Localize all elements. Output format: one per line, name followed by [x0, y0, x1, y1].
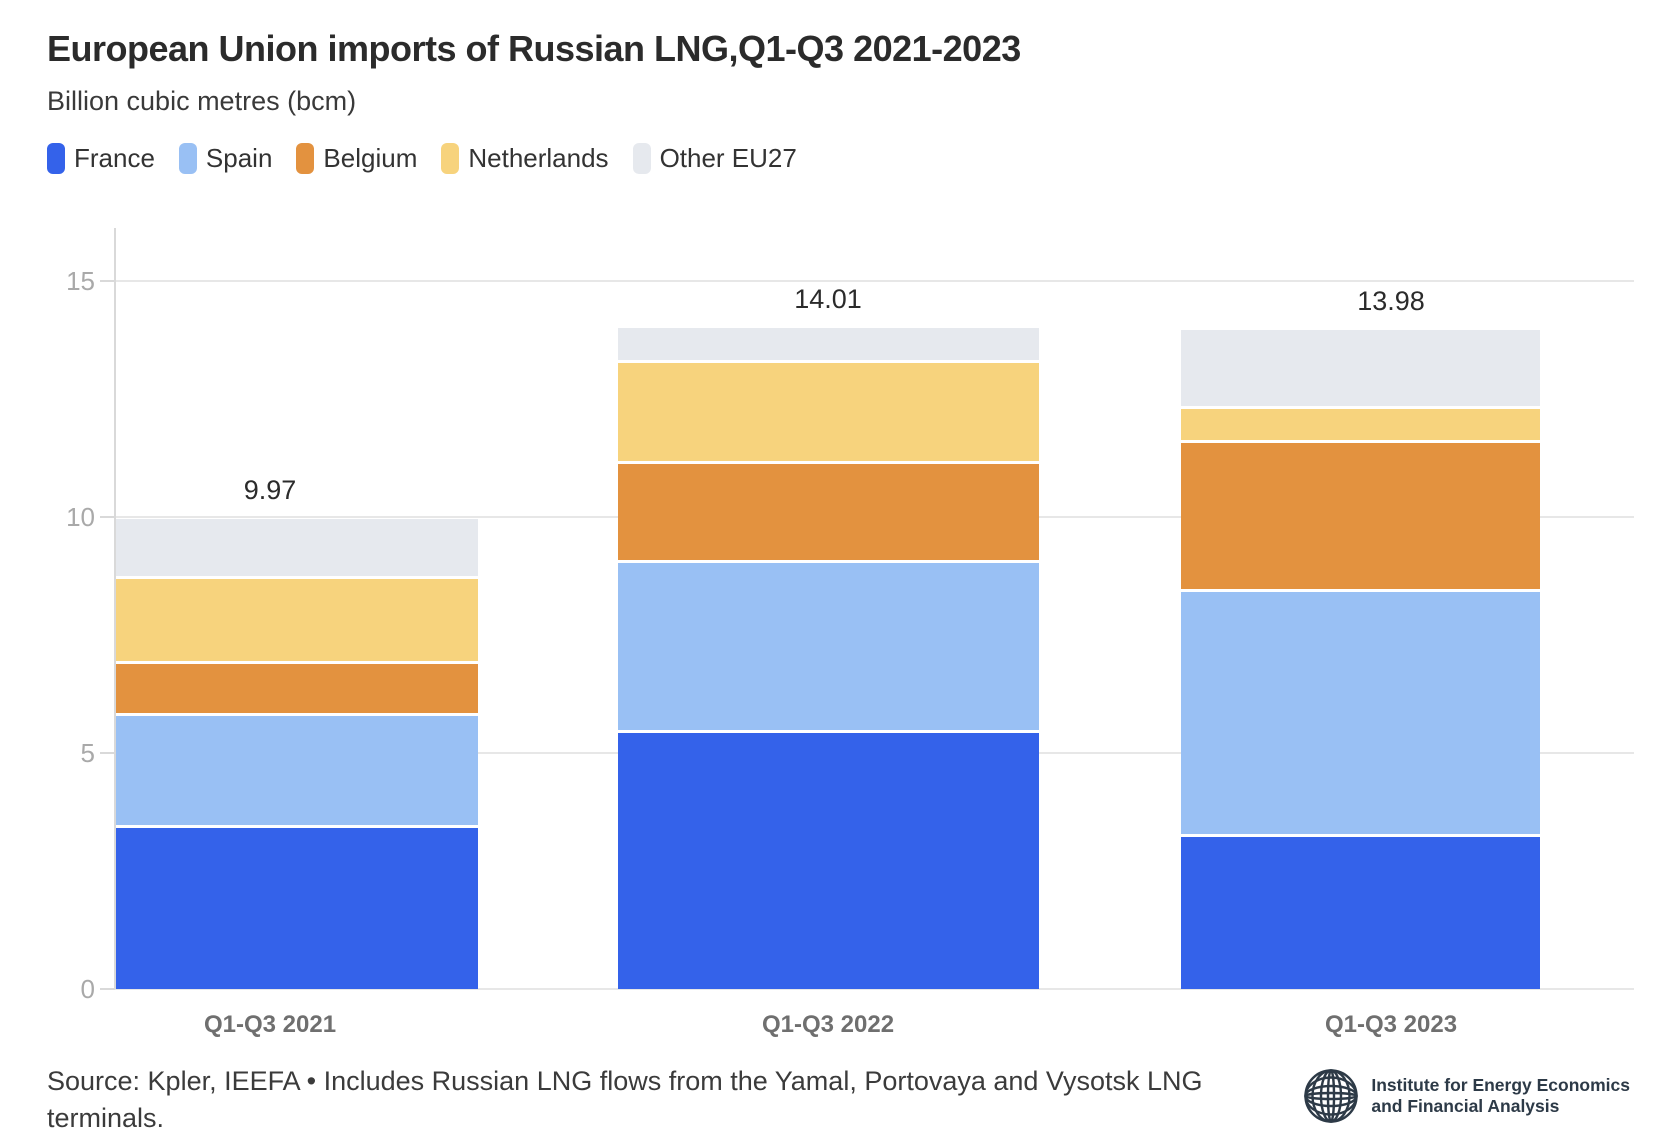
gridline-15 — [115, 280, 1634, 283]
legend-label: Netherlands — [468, 143, 609, 173]
legend: France Spain Belgium Netherlands Other EU27 — [47, 143, 797, 174]
bar-segment-spain[interactable] — [1181, 591, 1540, 838]
bar-segment-france[interactable] — [1181, 837, 1540, 989]
legend-item-belgium: Belgium — [296, 143, 417, 174]
bar-q1-q3-2021 — [116, 518, 478, 989]
bar-segment-netherlands[interactable] — [618, 362, 1039, 464]
bar-segment-france[interactable] — [618, 733, 1039, 989]
y-axis-tick-10 — [100, 516, 115, 519]
bar-segment-belgium[interactable] — [116, 663, 478, 716]
y-axis-tick-15 — [100, 280, 115, 283]
legend-item-spain: Spain — [178, 143, 273, 174]
legend-label: Other EU27 — [659, 143, 797, 173]
bar-segment-spain[interactable] — [618, 563, 1039, 734]
bar-segment-spain[interactable] — [116, 715, 478, 829]
bar-segment-other-eu27[interactable] — [1181, 329, 1540, 409]
bar-segment-other-eu27[interactable] — [116, 518, 478, 580]
bar-segment-netherlands[interactable] — [1181, 408, 1540, 443]
logo-text-line-2: and Financial Analysis — [1371, 1096, 1560, 1116]
legend-swatch — [178, 143, 197, 174]
y-axis-tick-5 — [100, 752, 115, 755]
legend-label: France — [74, 143, 155, 173]
legend-swatch — [441, 143, 460, 174]
source-line-2: terminals. — [47, 1102, 165, 1132]
y-axis-line — [114, 228, 116, 989]
chart-subtitle: Billion cubic metres (bcm) — [47, 86, 357, 116]
bar-segment-netherlands[interactable] — [116, 579, 478, 664]
legend-label: Belgium — [323, 143, 418, 173]
logo-text-line-1: Institute for Energy Economics — [1371, 1075, 1630, 1095]
x-axis-label: Q1-Q3 2022 — [761, 1011, 895, 1038]
legend-swatch — [296, 143, 315, 174]
bar-total-label: 13.98 — [1357, 285, 1425, 316]
y-axis-label-15: 15 — [66, 266, 95, 297]
bar-q1-q3-2023 — [1181, 329, 1540, 989]
legend-swatch — [632, 143, 651, 174]
bar-total-label: 14.01 — [794, 284, 862, 315]
bar-segment-france[interactable] — [116, 828, 478, 989]
logo-text: Institute for Energy Economics and Finan… — [1371, 1075, 1630, 1117]
bar-segment-other-eu27[interactable] — [618, 328, 1039, 363]
x-axis-label: Q1-Q3 2021 — [203, 1011, 337, 1038]
legend-item-france: France — [47, 143, 155, 174]
source-note: Source: Kpler, IEEFA • Includes Russian … — [47, 1063, 1227, 1132]
legend-swatch — [47, 143, 65, 174]
bar-total-label: 9.97 — [243, 474, 297, 505]
ieefa-logo: Institute for Energy Economics and Finan… — [1303, 1068, 1630, 1124]
y-axis-label-0: 0 — [80, 974, 95, 1004]
y-axis-label-10: 10 — [66, 502, 95, 533]
gridline-0 — [115, 988, 1634, 990]
globe-icon — [1304, 1069, 1359, 1123]
bar-segment-belgium[interactable] — [1181, 442, 1540, 592]
legend-item-netherlands: Netherlands — [441, 143, 609, 174]
y-axis-tick-0 — [100, 988, 115, 990]
bar-q1-q3-2022 — [618, 328, 1039, 989]
source-line-1: Source: Kpler, IEEFA • Includes Russian … — [47, 1066, 1203, 1096]
x-axis-label: Q1-Q3 2023 — [1324, 1011, 1458, 1038]
legend-label: Spain — [205, 143, 273, 173]
legend-item-other-eu27: Other EU27 — [632, 143, 797, 174]
y-axis-label-5: 5 — [80, 738, 95, 769]
chart-title: European Union imports of Russian LNG,Q1… — [47, 28, 1021, 69]
bar-segment-belgium[interactable] — [618, 463, 1039, 564]
